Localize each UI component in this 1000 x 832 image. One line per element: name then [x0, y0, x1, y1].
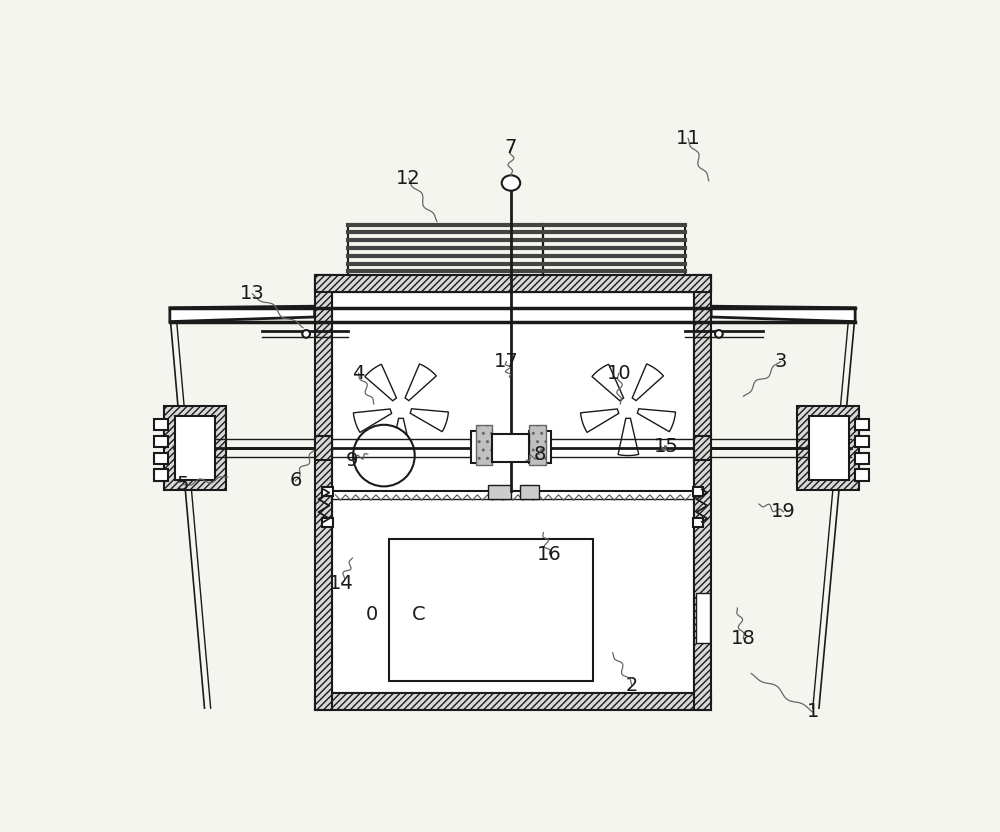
- Polygon shape: [405, 364, 436, 401]
- Bar: [154, 436, 168, 447]
- Bar: [488, 485, 511, 498]
- Bar: [694, 275, 711, 710]
- Text: 14: 14: [329, 574, 354, 593]
- Text: 12: 12: [396, 169, 421, 188]
- Polygon shape: [618, 418, 639, 456]
- Bar: [315, 436, 332, 460]
- Circle shape: [715, 330, 723, 338]
- Text: 3: 3: [774, 352, 787, 371]
- Bar: [315, 275, 332, 710]
- Text: 1: 1: [807, 702, 819, 721]
- Text: 13: 13: [240, 285, 265, 304]
- Polygon shape: [711, 306, 855, 322]
- Text: 2: 2: [626, 676, 638, 695]
- Bar: [520, 485, 539, 498]
- Bar: [471, 431, 492, 463]
- Text: 0: 0: [366, 605, 378, 624]
- Polygon shape: [632, 364, 663, 401]
- Text: 9: 9: [346, 451, 359, 470]
- Text: 4: 4: [352, 364, 365, 383]
- Polygon shape: [592, 364, 624, 401]
- Bar: [492, 434, 529, 462]
- Circle shape: [353, 425, 415, 487]
- Text: 10: 10: [606, 364, 631, 383]
- Bar: [322, 488, 333, 497]
- Bar: [694, 436, 711, 460]
- Bar: [693, 488, 703, 497]
- Text: 17: 17: [494, 352, 519, 371]
- Text: 6: 6: [289, 472, 302, 491]
- Bar: [154, 453, 168, 464]
- Bar: [322, 518, 333, 527]
- Bar: [315, 275, 711, 292]
- Bar: [476, 425, 492, 465]
- Bar: [175, 415, 215, 480]
- Text: 15: 15: [654, 437, 679, 456]
- Bar: [315, 693, 711, 710]
- Text: 11: 11: [676, 129, 700, 148]
- Text: 18: 18: [731, 629, 756, 648]
- Bar: [855, 418, 869, 430]
- Polygon shape: [410, 409, 448, 432]
- Bar: [529, 425, 546, 465]
- Bar: [693, 518, 703, 527]
- Polygon shape: [170, 306, 315, 322]
- Bar: [855, 453, 869, 464]
- Polygon shape: [365, 364, 396, 401]
- Bar: [696, 592, 710, 642]
- Bar: [797, 405, 859, 490]
- Text: 19: 19: [771, 503, 796, 522]
- Circle shape: [302, 330, 310, 338]
- Text: 5: 5: [177, 475, 189, 494]
- Text: 16: 16: [537, 545, 562, 563]
- Bar: [315, 275, 711, 292]
- Bar: [389, 539, 593, 681]
- Bar: [809, 415, 849, 480]
- Bar: [154, 418, 168, 430]
- Bar: [154, 469, 168, 481]
- Bar: [855, 469, 869, 481]
- Polygon shape: [581, 409, 619, 433]
- Text: 7: 7: [505, 138, 517, 157]
- Ellipse shape: [502, 176, 520, 191]
- Bar: [529, 431, 551, 463]
- Polygon shape: [353, 409, 392, 433]
- Text: C: C: [412, 605, 425, 624]
- Text: 8: 8: [533, 444, 546, 463]
- Bar: [164, 405, 226, 490]
- Polygon shape: [391, 418, 412, 456]
- Polygon shape: [637, 409, 676, 432]
- Bar: [855, 436, 869, 447]
- Bar: [332, 292, 694, 693]
